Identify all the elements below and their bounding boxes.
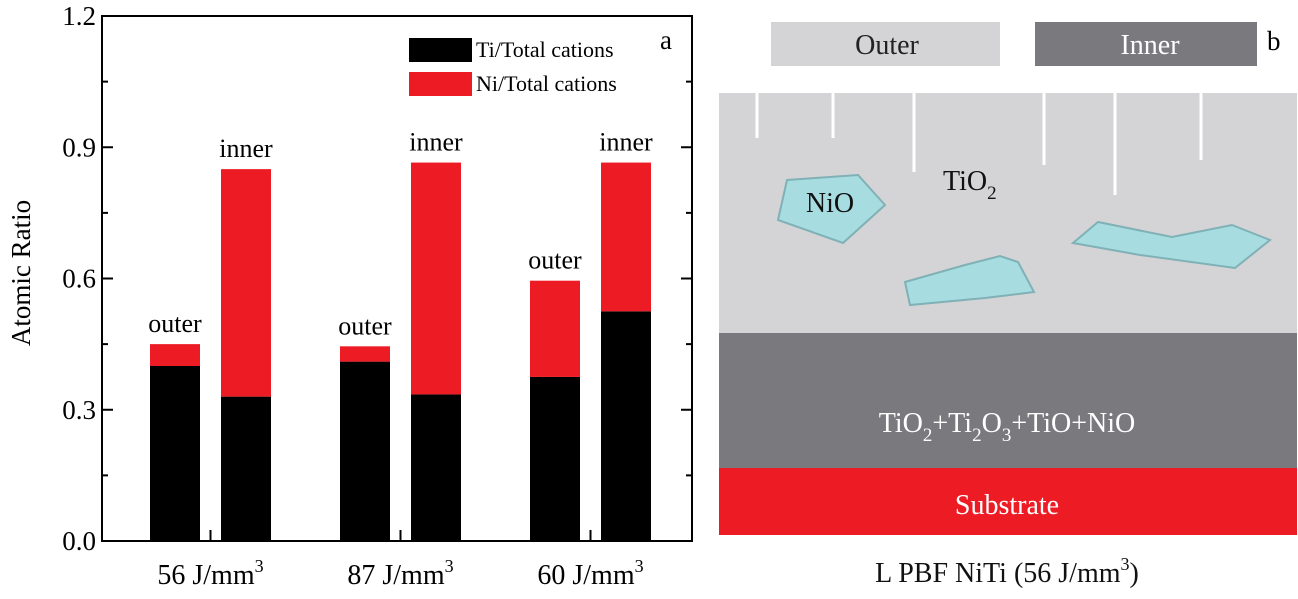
x-tick-label: 56 J/mm3: [157, 556, 263, 591]
bar-ni-inner: [221, 169, 271, 397]
x-tick-label: 87 J/mm3: [347, 556, 453, 591]
bar-label-inner: inner: [599, 128, 653, 157]
bar-label-outer: outer: [338, 311, 392, 340]
legend-label: Ti/Total cations: [476, 37, 614, 62]
nio-particle: [1070, 220, 1272, 270]
x-axis: 56 J/mm3 87 J/mm3 60 J/mm3: [157, 530, 644, 591]
bar-ni-outer: [340, 346, 390, 362]
legend-swatch: [409, 38, 472, 62]
diagram-caption: L PBF NiTi (56 J/mm3): [875, 554, 1139, 589]
surface-cracks: [755, 93, 1203, 195]
legend-outer-label: Outer: [855, 30, 919, 61]
nio-label: NiO: [806, 188, 854, 219]
inner-layer-label: TiO2+Ti2O3+TiO+NiO: [879, 408, 1135, 446]
bar-label-inner: inner: [409, 128, 463, 157]
bar-ti-outer: [150, 366, 200, 541]
legend-label: Ni/Total cations: [476, 71, 617, 96]
y-tick-label: 0.0: [62, 526, 96, 556]
bar-ni-outer: [150, 344, 200, 366]
tio2-label: TiO2: [943, 166, 997, 204]
legend-inner-label: Inner: [1120, 30, 1180, 61]
bar-ti-outer: [340, 361, 390, 541]
legend-swatch: [409, 72, 472, 96]
panel-label-a: a: [660, 25, 672, 55]
bar-ti-inner: [601, 311, 651, 541]
x-tick-label: 60 J/mm3: [537, 556, 643, 591]
y-tick-label: 0.6: [62, 264, 96, 294]
bar-ni-inner: [601, 162, 651, 312]
atomic-ratio-chart: 0.0 0.3 0.6 0.9 1.2 56 J/mm3 87 J/mm3 60 J/mm3…: [6, 1, 693, 591]
y-axis: 0.0 0.3 0.6 0.9 1.2: [62, 1, 692, 556]
inner-oxide-layer: [719, 333, 1297, 468]
bar-label-inner: inner: [219, 134, 273, 163]
bar-ti-outer: [530, 376, 580, 541]
legend-inner-box: [1035, 22, 1257, 66]
bar-ti-inner: [221, 396, 271, 541]
legend-outer-box: [771, 22, 1000, 66]
bar-ni-inner: [411, 162, 461, 395]
nio-particle: [903, 254, 1036, 307]
legend: Ti/Total cations Ni/Total cations: [409, 37, 617, 96]
y-tick-label: 0.9: [62, 132, 96, 162]
nio-particle: [776, 173, 887, 245]
substrate-layer: [719, 468, 1297, 535]
substrate-label: Substrate: [955, 490, 1059, 521]
bar-labels: outer inner outer inner outer inner: [148, 128, 653, 341]
bar-ti-inner: [411, 394, 461, 541]
panel-label-b: b: [1267, 26, 1281, 56]
bar-label-outer: outer: [148, 309, 202, 338]
bar-label-outer: outer: [528, 246, 582, 275]
bars: [150, 162, 651, 541]
y-tick-label: 0.3: [62, 395, 96, 425]
y-axis-label: Atomic Ratio: [6, 200, 36, 346]
bar-ni-outer: [530, 280, 580, 377]
y-tick-label: 1.2: [62, 1, 96, 31]
